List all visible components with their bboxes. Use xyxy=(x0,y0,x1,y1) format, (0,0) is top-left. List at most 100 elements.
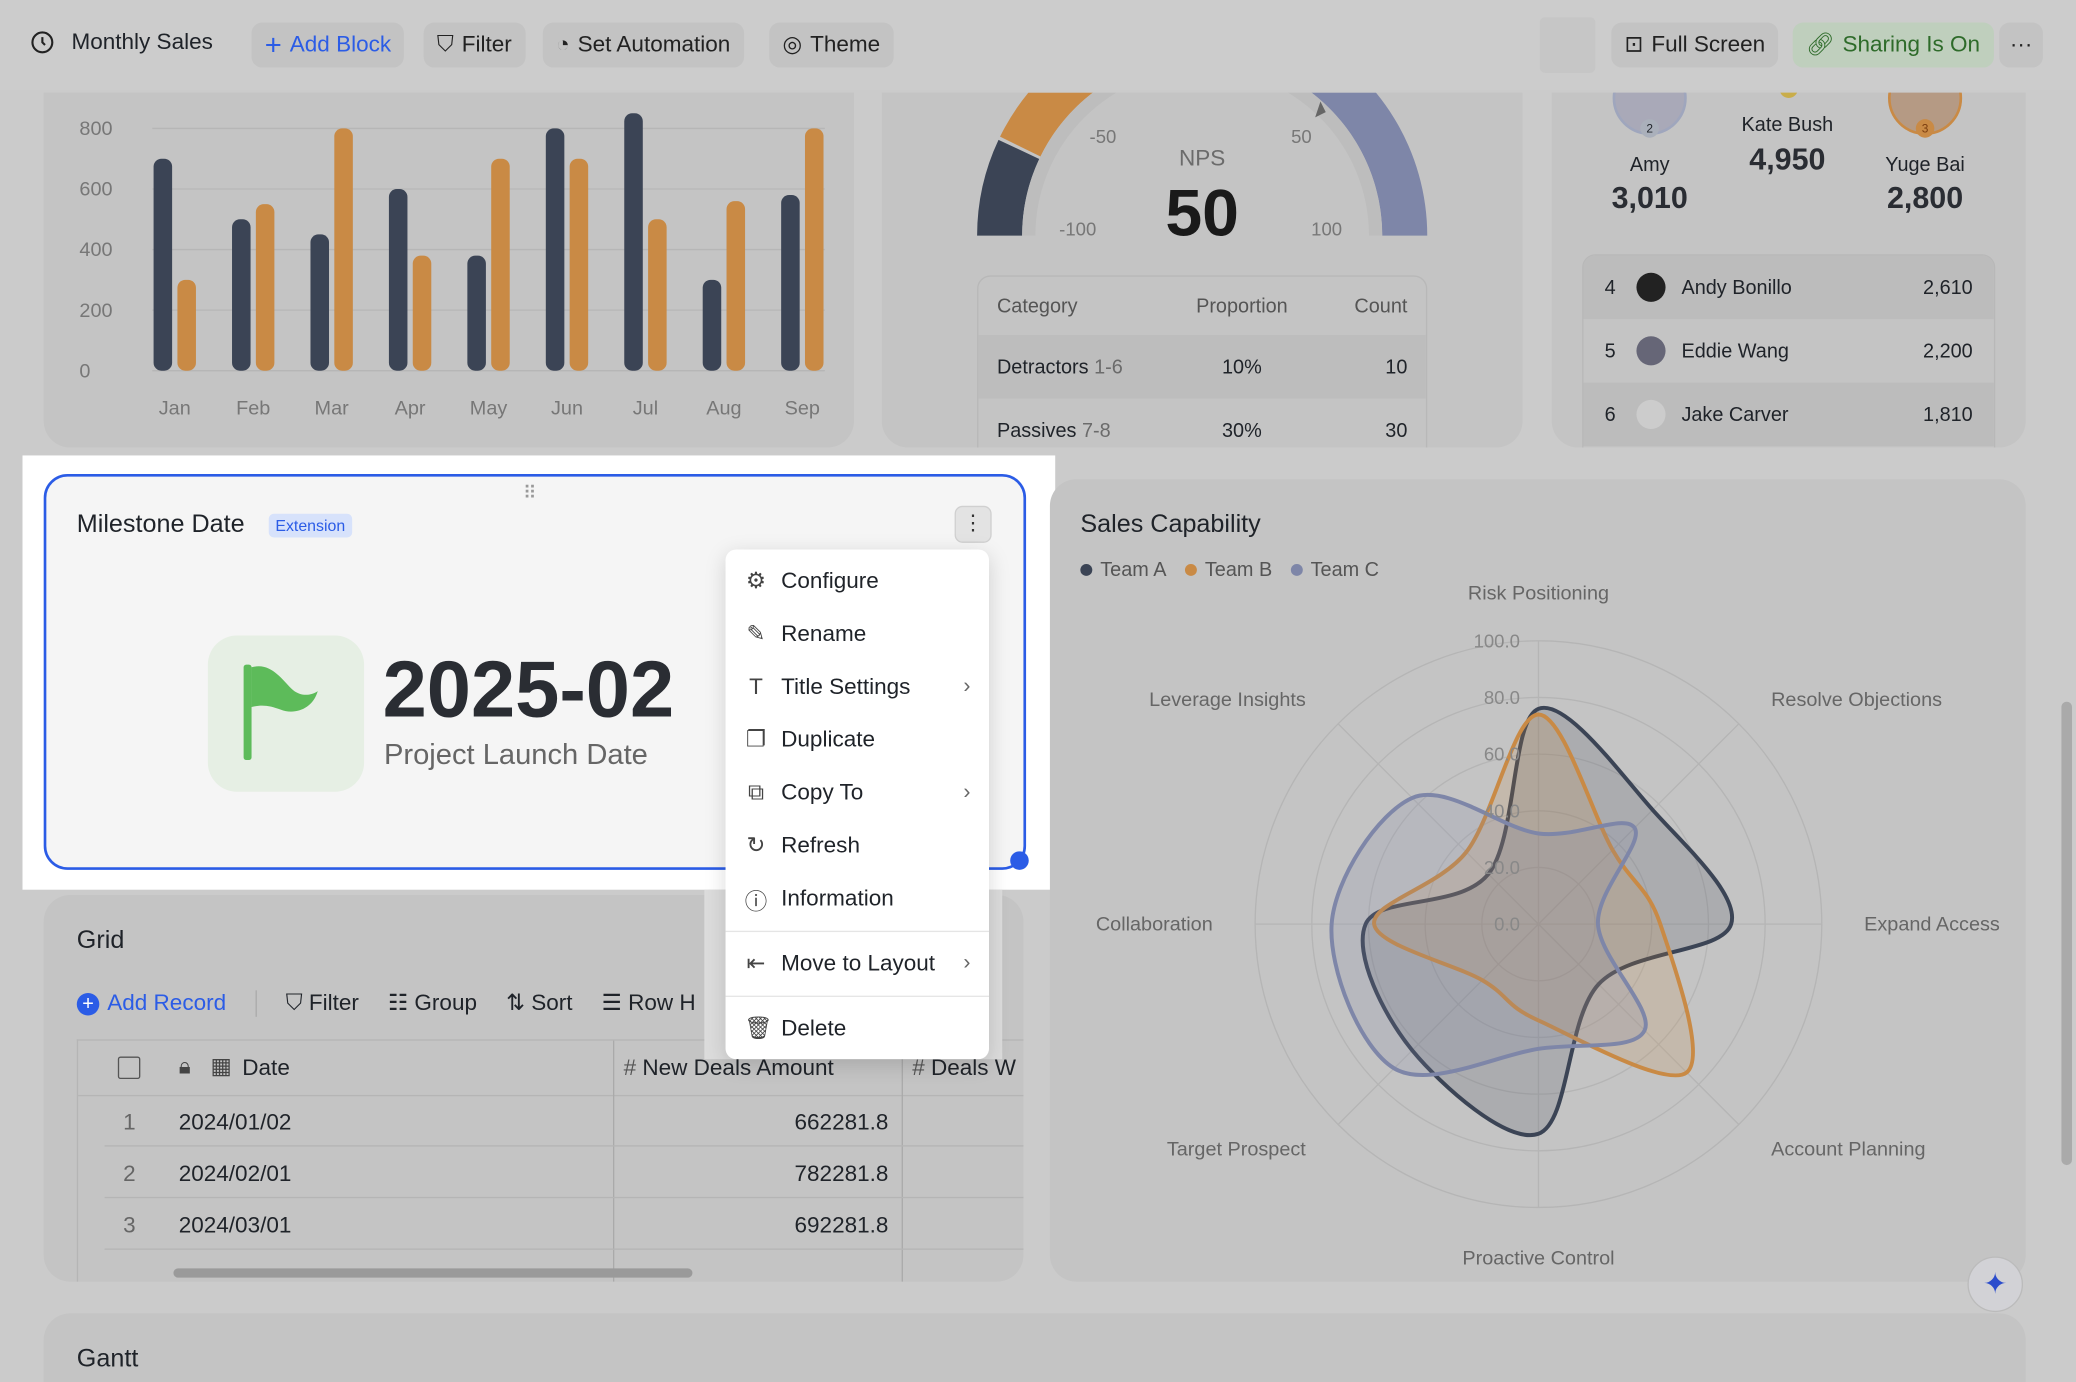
cell-date[interactable]: 2024/03/01 xyxy=(178,1212,292,1238)
radial-tick-label: 60.0 xyxy=(1484,744,1520,765)
grid-header: 🔒︎ ▦ Date # New Deals Amount # Deals W xyxy=(78,1040,1024,1282)
drag-handle-icon[interactable]: ⠿ xyxy=(522,481,538,504)
grid-filter-button[interactable]: ⛉ Filter xyxy=(286,990,359,1016)
bar xyxy=(412,255,432,371)
score: 1,810 xyxy=(1923,403,1973,426)
automation-icon: ◔ xyxy=(556,31,570,57)
row-height-button[interactable]: ☰ Row H xyxy=(602,990,696,1016)
cell-date[interactable]: 2024/02/01 xyxy=(178,1161,292,1187)
menu-item-configure[interactable]: ⚙ Configure xyxy=(726,555,989,608)
menu-item-title-settings[interactable]: T Title Settings › xyxy=(726,661,989,714)
nps-table-header: Category Proportion Count xyxy=(978,277,1426,335)
select-all-checkbox[interactable] xyxy=(117,1056,141,1080)
add-record-button[interactable]: + Add Record xyxy=(76,990,227,1016)
more-options-button[interactable]: ⋮ xyxy=(954,505,992,543)
gauge-tick-label: 50 xyxy=(1291,126,1312,147)
title-text: Monthly Sales xyxy=(71,29,213,55)
move-icon: ⇤ xyxy=(746,950,766,976)
filter-button[interactable]: ⛉ Filter xyxy=(423,22,525,68)
cell-amount[interactable]: 692281.8 xyxy=(794,1212,889,1238)
bar xyxy=(255,204,275,371)
table-row[interactable]: 2 2024/02/01 782281.8 xyxy=(104,1148,1024,1199)
full-screen-button[interactable]: ⊡ Full Screen xyxy=(1611,22,1779,68)
legend-item[interactable]: Team B xyxy=(1185,559,1272,581)
label: Add Record xyxy=(107,990,227,1016)
column-new-deals-amount[interactable]: New Deals Amount xyxy=(642,1055,834,1081)
menu-item-copy-to[interactable]: ⧉ Copy To › xyxy=(726,767,989,820)
duplicate-icon: ❐ xyxy=(745,726,767,753)
leaderboard-row: 5 Eddie Wang 2,200 xyxy=(1583,319,1993,383)
sharing-button[interactable]: 🔗︎ Sharing Is On xyxy=(1792,22,1994,68)
bar xyxy=(726,201,746,371)
avatar xyxy=(1636,336,1666,366)
y-tick-label: 200 xyxy=(79,300,112,322)
gear-icon: ⚙ xyxy=(745,567,767,594)
header-proportion: Proportion xyxy=(1196,294,1288,318)
table-row[interactable]: 3 2024/03/01 692281.8 xyxy=(104,1200,1024,1250)
podium-name: Kate Bush xyxy=(1741,113,1834,137)
legend-dot xyxy=(1185,564,1197,576)
menu-item-move-to-layout[interactable]: ⇤ Move to Layout › xyxy=(726,937,989,990)
legend-label: Team C xyxy=(1310,558,1380,582)
add-block-button[interactable]: + Add Block xyxy=(251,22,405,68)
menu-item-duplicate[interactable]: ❐ Duplicate xyxy=(726,714,989,767)
row-number: 3 xyxy=(123,1212,136,1238)
cell-amount[interactable]: 782281.8 xyxy=(794,1161,889,1187)
cell-amount[interactable]: 662281.8 xyxy=(794,1109,889,1135)
dashboard-title[interactable]: Monthly Sales xyxy=(29,29,213,55)
radial-tick-label: 20.0 xyxy=(1484,857,1520,878)
flag-icon xyxy=(207,635,365,792)
menu-item-label: Duplicate xyxy=(781,726,875,753)
gauge-segment xyxy=(977,139,1040,236)
horizontal-scrollbar[interactable] xyxy=(173,1268,693,1278)
y-tick-label: 800 xyxy=(79,118,112,140)
x-tick-label: Feb xyxy=(236,397,270,419)
menu-item-information[interactable]: ⓘ Information xyxy=(726,873,989,926)
group-button[interactable]: ☷ Group xyxy=(388,990,477,1016)
menu-item-refresh[interactable]: ↻ Refresh xyxy=(726,820,989,873)
set-automation-button[interactable]: ◔ Set Automation xyxy=(542,22,744,68)
menu-item-delete[interactable]: 🗑︎ Delete xyxy=(726,1002,989,1055)
legend-item[interactable]: Team A xyxy=(1080,559,1166,581)
column-deals[interactable]: Deals W xyxy=(931,1055,1017,1081)
sort-button[interactable]: ⇅ Sort xyxy=(506,990,572,1016)
rank: 6 xyxy=(1604,403,1616,426)
text-icon: T xyxy=(749,673,763,700)
nps-gauge: -100 -50 50 100 xyxy=(977,92,1428,240)
menu-divider xyxy=(725,995,990,997)
label: Set Automation xyxy=(577,31,731,57)
label: Filter xyxy=(308,990,359,1016)
axis-label: Proactive Control xyxy=(1462,1247,1614,1269)
leaderboard-card: 2 3 Amy 3,010 Kate Bush 4,950 Yuge Bai 2… xyxy=(1551,92,2026,448)
label: Sharing Is On xyxy=(1842,31,1981,57)
plus-circle-icon: + xyxy=(76,992,100,1015)
more-button[interactable]: ··· xyxy=(1999,22,2043,68)
bar xyxy=(232,219,251,371)
range: 7-8 xyxy=(1081,419,1111,442)
proportion: 30% xyxy=(1222,419,1262,442)
table-row[interactable]: 1 2024/01/02 662281.8 xyxy=(104,1096,1024,1147)
legend-item[interactable]: Team C xyxy=(1290,558,1380,582)
menu-item-rename[interactable]: ✎ Rename xyxy=(726,608,989,661)
sort-icon: ⇅ xyxy=(506,990,532,1016)
rank: 4 xyxy=(1604,276,1616,299)
theme-button[interactable]: ◎ Theme xyxy=(769,22,894,68)
ai-assistant-button[interactable]: ✦ xyxy=(1967,1256,2024,1313)
header-category: Category xyxy=(996,294,1078,318)
resize-handle[interactable] xyxy=(1010,851,1029,870)
table-row: Passives 7-8 30% 30 xyxy=(978,399,1426,448)
placeholder-button[interactable] xyxy=(1539,17,1596,73)
name: Jake Carver xyxy=(1681,403,1789,426)
column-date[interactable]: Date xyxy=(242,1055,290,1081)
divider xyxy=(255,990,257,1017)
cell-date[interactable]: 2024/01/02 xyxy=(178,1109,292,1135)
axis-label: Collaboration xyxy=(1096,914,1213,936)
filter-icon: ⛉ xyxy=(285,990,309,1016)
radar-series-team-c xyxy=(1329,792,1648,1078)
vertical-scrollbar[interactable] xyxy=(2061,701,2073,1166)
column-divider xyxy=(901,1040,903,1282)
trash-icon: 🗑︎ xyxy=(744,1015,773,1041)
podium-name: Yuge Bai xyxy=(1885,153,1965,177)
label: Sort xyxy=(531,990,573,1016)
axis-label: Resolve Objections xyxy=(1771,689,1942,711)
